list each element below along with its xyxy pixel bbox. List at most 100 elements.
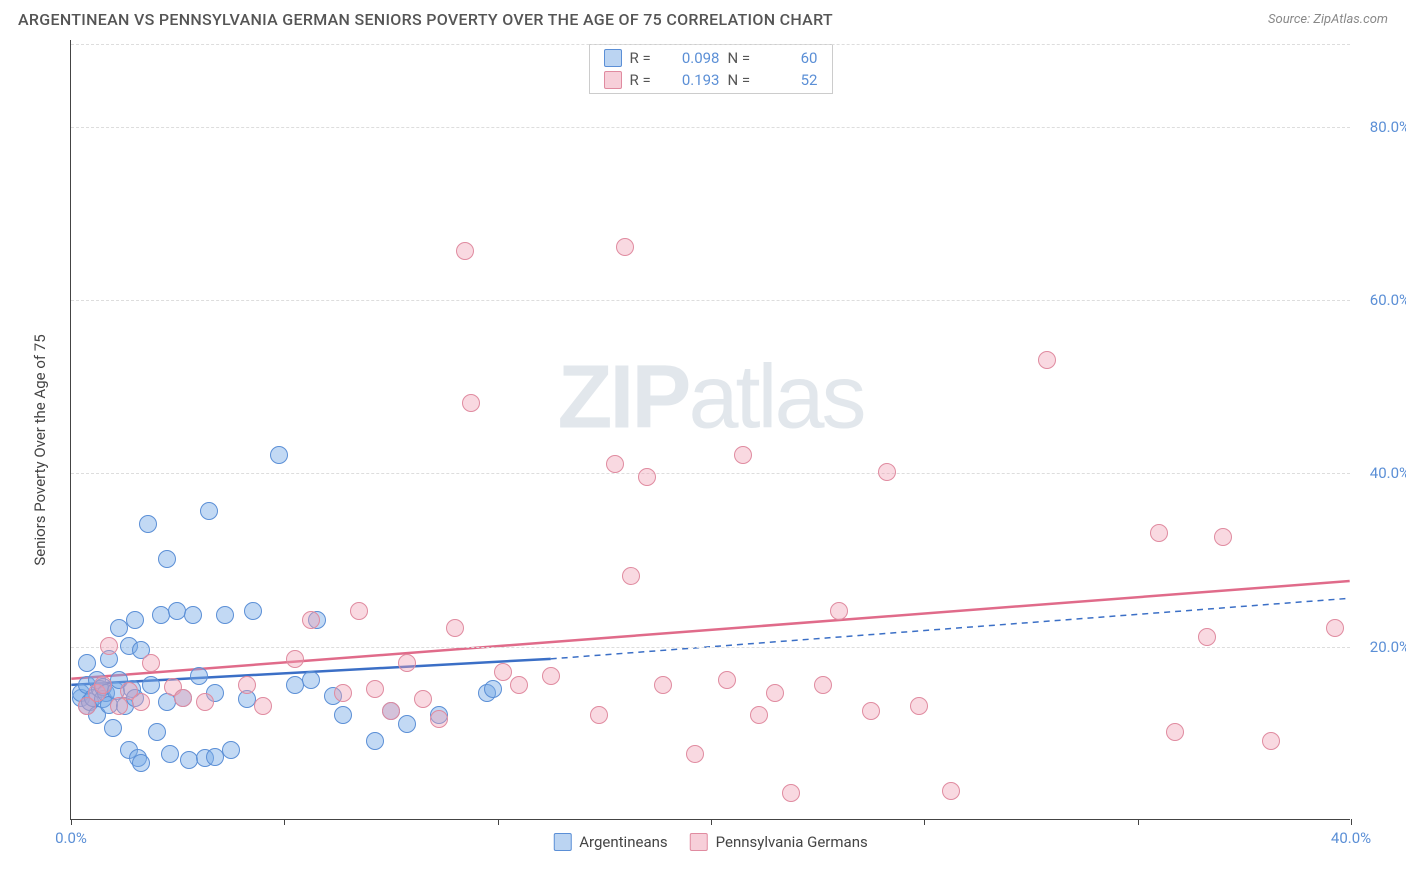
swatch-blue-icon xyxy=(553,833,571,851)
data-point xyxy=(878,463,896,481)
data-point xyxy=(430,710,448,728)
data-point xyxy=(1150,524,1168,542)
y-tick-label: 60.0% xyxy=(1370,291,1406,309)
data-point xyxy=(190,667,208,685)
legend-stats-row: R = 0.098 N = 60 xyxy=(590,47,832,69)
data-point xyxy=(78,654,96,672)
data-point xyxy=(910,697,928,715)
data-point xyxy=(590,706,608,724)
gridline xyxy=(71,44,1350,45)
data-point xyxy=(200,502,218,520)
data-point xyxy=(446,619,464,637)
legend-stats: R = 0.098 N = 60 R = 0.193 N = 52 xyxy=(589,44,833,94)
data-point xyxy=(161,745,179,763)
data-point xyxy=(270,446,288,464)
data-point xyxy=(398,654,416,672)
data-point xyxy=(94,676,112,694)
data-point xyxy=(216,606,234,624)
data-point xyxy=(302,611,320,629)
x-tick xyxy=(711,819,712,825)
legend-item: Pennsylvania Germans xyxy=(690,833,868,851)
data-point xyxy=(254,697,272,715)
legend-series: Argentineans Pennsylvania Germans xyxy=(553,833,867,851)
y-tick-label: 40.0% xyxy=(1370,464,1406,482)
x-tick xyxy=(498,819,499,825)
data-point xyxy=(830,602,848,620)
data-point xyxy=(142,676,160,694)
x-tick xyxy=(1138,819,1139,825)
data-point xyxy=(414,690,432,708)
x-tick-label: 0.0% xyxy=(55,829,87,847)
swatch-pink-icon xyxy=(604,71,622,89)
plot-area: ZIPatlas R = 0.098 N = 60 R = 0.193 N = … xyxy=(70,40,1350,820)
data-point xyxy=(456,242,474,260)
data-point xyxy=(244,602,262,620)
data-point xyxy=(222,741,240,759)
gridline xyxy=(71,127,1350,128)
data-point xyxy=(1262,732,1280,750)
swatch-blue-icon xyxy=(604,49,622,67)
data-point xyxy=(1214,528,1232,546)
data-point xyxy=(334,706,352,724)
y-tick-label: 20.0% xyxy=(1370,638,1406,656)
data-point xyxy=(286,650,304,668)
data-point xyxy=(1166,723,1184,741)
chart-header: ARGENTINEAN VS PENNSYLVANIA GERMAN SENIO… xyxy=(0,0,1406,35)
data-point xyxy=(654,676,672,694)
gridline xyxy=(71,647,1350,648)
data-point xyxy=(334,684,352,702)
data-point xyxy=(734,446,752,464)
data-point xyxy=(148,723,166,741)
data-point xyxy=(398,715,416,733)
data-point xyxy=(196,693,214,711)
x-tick xyxy=(924,819,925,825)
data-point xyxy=(382,702,400,720)
data-point xyxy=(366,680,384,698)
legend-item: Argentineans xyxy=(553,833,667,851)
x-tick-label: 40.0% xyxy=(1331,829,1371,847)
x-tick xyxy=(284,819,285,825)
gridline xyxy=(71,473,1350,474)
data-point xyxy=(484,680,502,698)
data-point xyxy=(1326,619,1344,637)
data-point xyxy=(942,782,960,800)
data-point xyxy=(366,732,384,750)
y-axis-label: Seniors Poverty Over the Age of 75 xyxy=(31,334,49,565)
data-point xyxy=(104,719,122,737)
data-point xyxy=(766,684,784,702)
swatch-pink-icon xyxy=(690,833,708,851)
chart-source: Source: ZipAtlas.com xyxy=(1268,12,1388,27)
chart-area: Seniors Poverty Over the Age of 75 ZIPat… xyxy=(50,40,1390,860)
data-point xyxy=(622,567,640,585)
data-point xyxy=(132,693,150,711)
data-point xyxy=(494,663,512,681)
data-point xyxy=(638,468,656,486)
data-point xyxy=(814,676,832,694)
x-tick xyxy=(1351,819,1352,825)
data-point xyxy=(1038,351,1056,369)
chart-title: ARGENTINEAN VS PENNSYLVANIA GERMAN SENIO… xyxy=(18,10,833,29)
data-point xyxy=(184,606,202,624)
y-tick-label: 80.0% xyxy=(1370,118,1406,136)
gridline xyxy=(71,300,1350,301)
data-point xyxy=(174,689,192,707)
data-point xyxy=(542,667,560,685)
data-point xyxy=(132,754,150,772)
data-point xyxy=(158,550,176,568)
data-point xyxy=(238,676,256,694)
data-point xyxy=(1198,628,1216,646)
data-point xyxy=(110,619,128,637)
data-point xyxy=(750,706,768,724)
data-point xyxy=(302,671,320,689)
watermark: ZIPatlas xyxy=(557,347,863,450)
legend-stats-row: R = 0.193 N = 52 xyxy=(590,69,832,91)
data-point xyxy=(100,637,118,655)
data-point xyxy=(350,602,368,620)
data-point xyxy=(510,676,528,694)
data-point xyxy=(718,671,736,689)
data-point xyxy=(862,702,880,720)
data-point xyxy=(126,611,144,629)
data-point xyxy=(462,394,480,412)
data-point xyxy=(686,745,704,763)
x-tick xyxy=(71,819,72,825)
